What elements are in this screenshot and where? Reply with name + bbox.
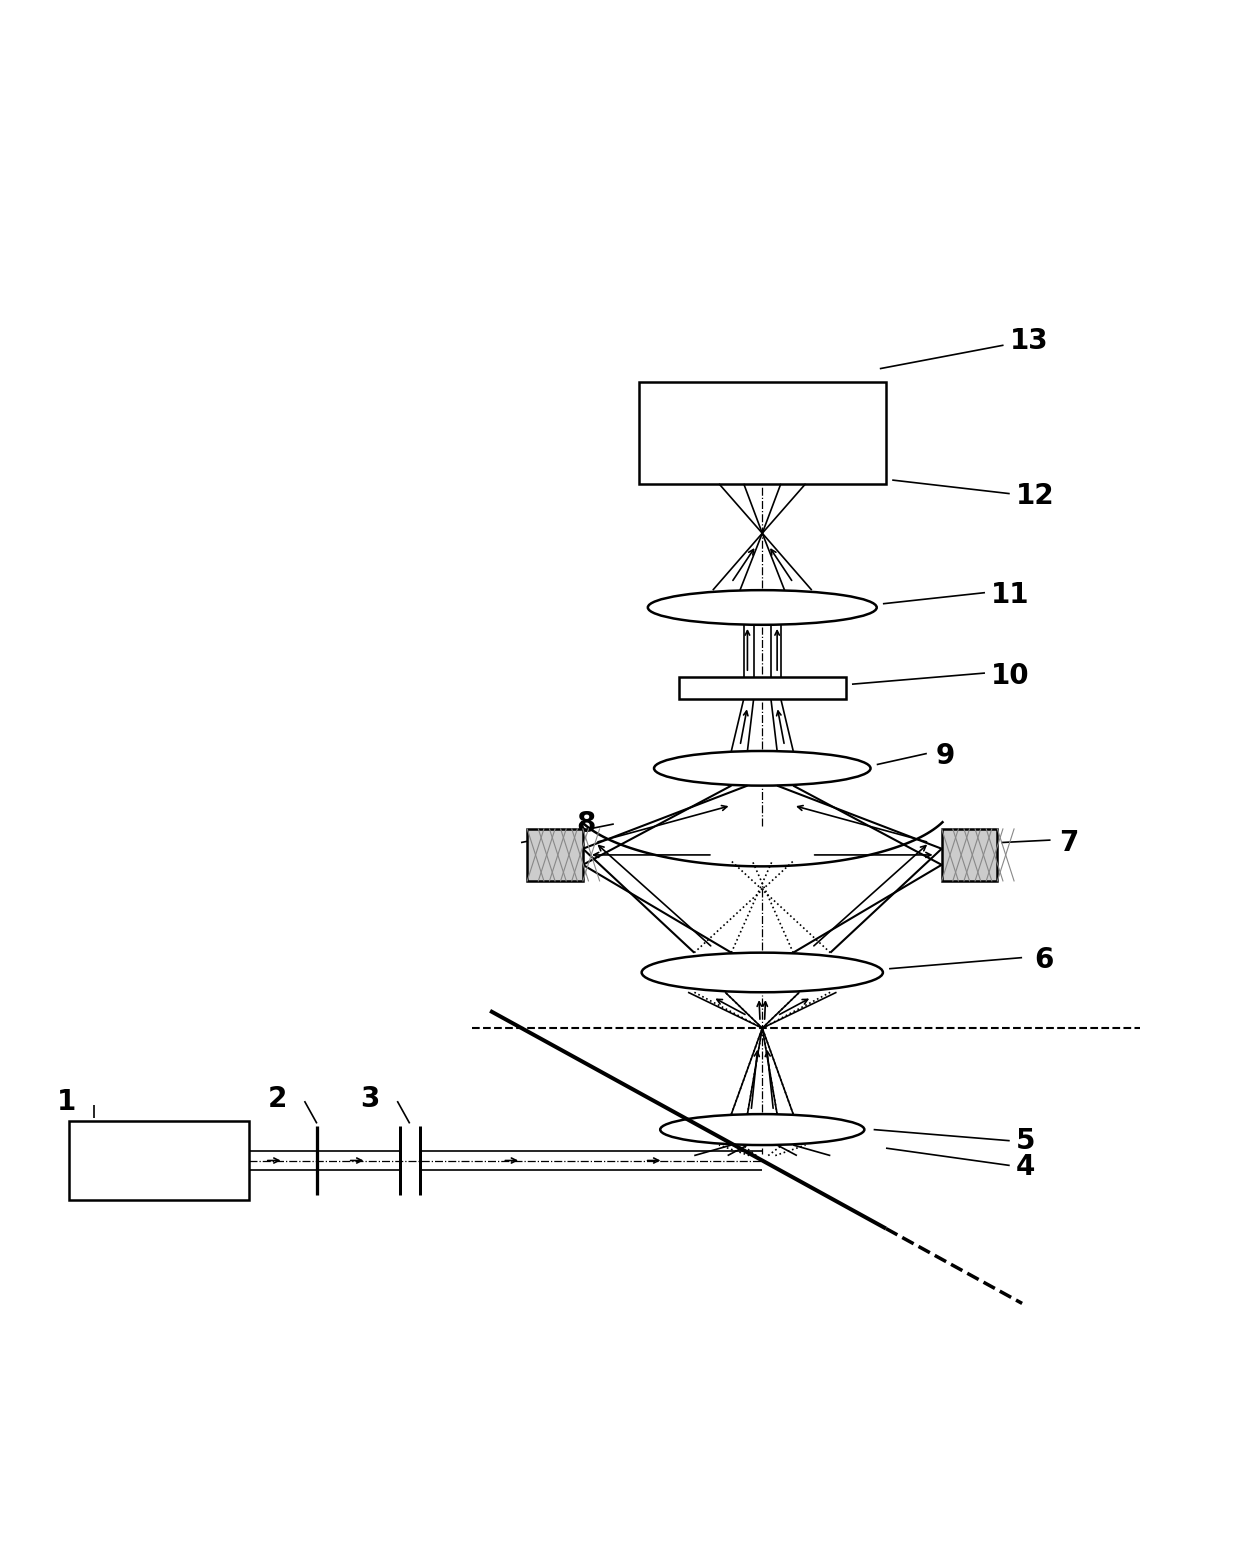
Bar [678,677,846,699]
Text: 5: 5 [1016,1126,1035,1154]
Bar [69,1121,249,1200]
Text: 1: 1 [57,1089,77,1117]
Text: 4: 4 [1016,1152,1035,1180]
Text: 12: 12 [1016,482,1054,510]
Text: 6: 6 [1034,946,1054,974]
Text: 2: 2 [268,1084,286,1112]
Bar [639,383,887,483]
Text: 8: 8 [577,810,596,838]
Text: 9: 9 [935,742,955,770]
Bar [941,829,997,881]
Text: 3: 3 [360,1084,379,1112]
Text: 7: 7 [1059,829,1079,857]
Text: 11: 11 [991,581,1029,609]
Bar [527,829,583,881]
Text: 13: 13 [1009,327,1048,355]
Text: 10: 10 [991,661,1029,689]
